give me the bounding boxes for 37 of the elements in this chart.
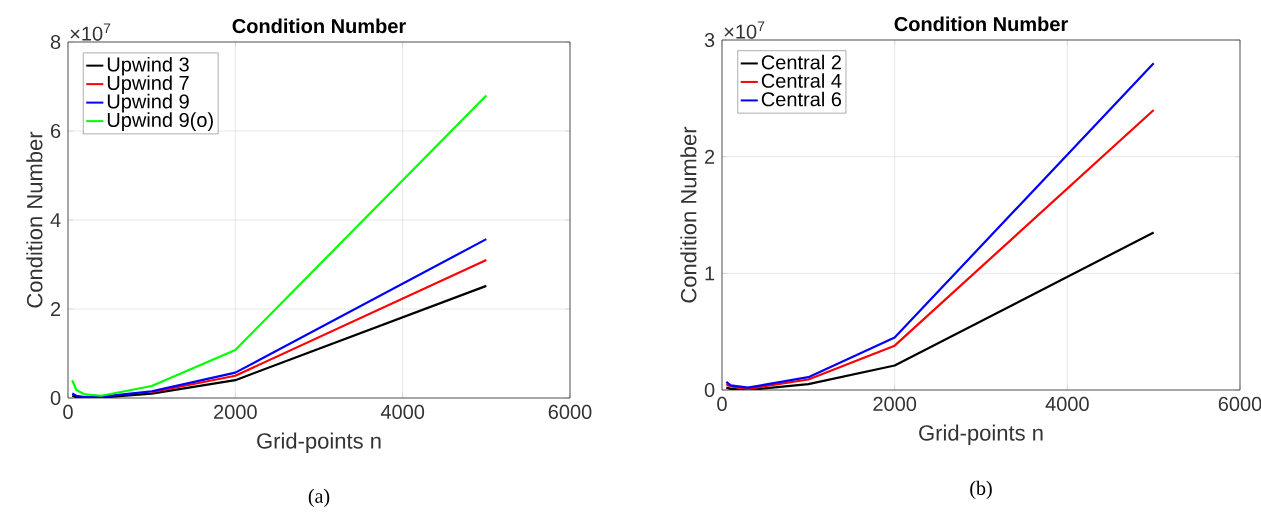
y-tick-label: 4 <box>50 213 61 227</box>
y-tick-label: 6 <box>51 123 61 139</box>
line-series <box>725 231 1155 390</box>
legend-label: Upwind 9 <box>107 93 189 113</box>
y-tick-label: 3 <box>704 32 715 48</box>
x-tick-label: 6000 <box>548 404 592 420</box>
text: (b) <box>970 480 992 499</box>
legend-label: Central 4 <box>761 73 842 88</box>
legend-label: Upwind 3 <box>107 56 189 76</box>
x-tick-label: 0 <box>717 396 727 412</box>
legend-label: Upwind 7 <box>107 75 189 95</box>
x-tick-label: 4000 <box>380 404 425 420</box>
x-tick-label: 0 <box>63 404 73 420</box>
legend-label: Upwind 9(o) <box>107 112 213 132</box>
x-tick-label: 6000 <box>1218 396 1261 412</box>
x-tick-label: 2000 <box>214 404 257 420</box>
y-tick-label: 8 <box>50 34 61 50</box>
y-axis-title: Condition Number <box>26 131 43 308</box>
line-series <box>71 284 488 398</box>
chart-title: Condition Number <box>232 18 406 34</box>
chart-title: Condition Number <box>894 16 1068 32</box>
y-tick-label: 1 <box>705 266 715 281</box>
legend-label: Central 6 <box>761 91 842 107</box>
legend-label: Central 2 <box>761 54 841 70</box>
text: (a) <box>308 488 330 507</box>
y-tick-label: 2 <box>51 302 61 316</box>
y-tick-label: 0 <box>704 382 715 398</box>
text: ×10$^{7}$ <box>70 23 111 41</box>
x-tick-label: 2000 <box>873 396 917 412</box>
x-axis-title: Grid-points n <box>919 424 1043 446</box>
line-series <box>71 94 488 397</box>
y-axis-title: Condition Number <box>680 126 697 303</box>
line-series <box>71 238 488 398</box>
x-axis-title: Grid-points n <box>257 432 381 454</box>
y-tick-label: 2 <box>705 149 715 164</box>
x-tick-label: 4000 <box>1045 396 1089 412</box>
text: ×10$^{7}$ <box>724 21 765 39</box>
